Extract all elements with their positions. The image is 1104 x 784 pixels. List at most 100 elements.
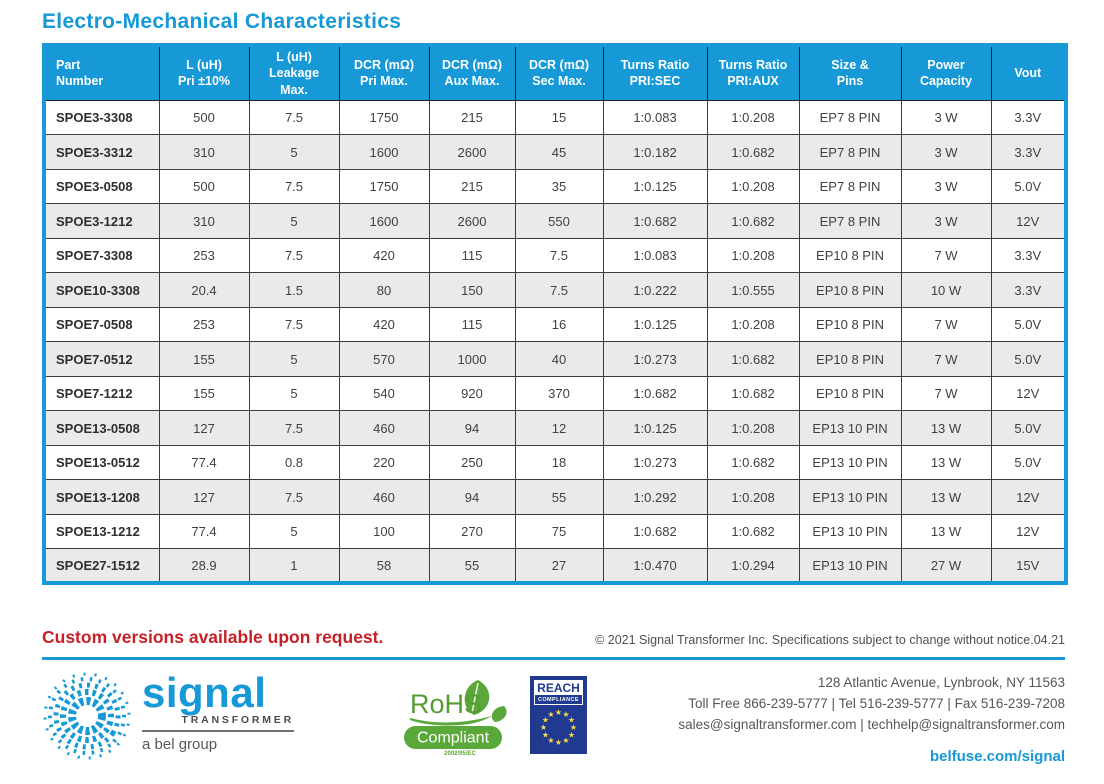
- value-cell: 20.4: [158, 272, 250, 308]
- note-row: Custom versions available upon request. …: [42, 627, 1065, 648]
- part-number-cell: SPOE13-1208: [43, 479, 160, 515]
- value-cell: 115: [428, 306, 516, 343]
- value-cell: EP13 10 PIN: [798, 410, 902, 446]
- value-cell: 1:0.682: [706, 134, 800, 170]
- value-cell: 12: [514, 410, 604, 446]
- compliance-badges: RoHS Compliant 2002/95/EC REACH COMPLIAN…: [400, 676, 587, 756]
- svg-text:RoHS: RoHS: [410, 689, 482, 719]
- value-cell: EP13 10 PIN: [798, 548, 902, 584]
- table-row: SPOE27-1512 28.9 1 58 55 27 1:0.470 1:0.294 EP13…: [43, 548, 1067, 584]
- value-cell: 5.0V: [990, 341, 1067, 377]
- part-number-cell: SPOE7-0508: [43, 306, 160, 343]
- value-cell: 250: [428, 444, 516, 481]
- value-cell: 1:0.222: [602, 272, 708, 308]
- value-cell: 15: [514, 99, 604, 136]
- value-cell: 94: [428, 479, 516, 515]
- value-cell: 127: [158, 410, 250, 446]
- value-cell: 1750: [338, 168, 430, 205]
- value-cell: EP7 8 PIN: [798, 168, 902, 205]
- value-cell: 3 W: [900, 99, 992, 136]
- table-row: SPOE7-0508 253 7.5 420 115 16 1:0.125 1:0.208 EP…: [43, 306, 1067, 343]
- value-cell: 5.0V: [990, 444, 1067, 481]
- page-title: Electro-Mechanical Characteristics: [42, 10, 402, 33]
- column-header: L (uH) Leakage Max.: [248, 44, 340, 101]
- value-cell: 500: [158, 99, 250, 136]
- value-cell: EP10 8 PIN: [798, 272, 902, 308]
- value-cell: 1000: [428, 341, 516, 377]
- value-cell: EP10 8 PIN: [798, 237, 902, 274]
- value-cell: 5.0V: [990, 410, 1067, 446]
- value-cell: EP10 8 PIN: [798, 375, 902, 412]
- table-row: SPOE3-3312 310 5 1600 2600 45 1:0.182 1:0.682 EP…: [43, 134, 1067, 170]
- value-cell: 5: [248, 341, 340, 377]
- value-cell: 7.5: [514, 272, 604, 308]
- footer-divider: [42, 657, 1065, 661]
- value-cell: 7.5: [248, 99, 340, 136]
- signal-logo-mark-icon: [43, 672, 131, 760]
- value-cell: 7.5: [514, 237, 604, 274]
- value-cell: 1:0.294: [706, 548, 800, 584]
- value-cell: EP10 8 PIN: [798, 306, 902, 343]
- website-link[interactable]: belfuse.com/signal: [929, 748, 1065, 766]
- logo-bel-group-text: a bel group: [142, 736, 218, 754]
- value-cell: 1:0.470: [602, 548, 708, 584]
- logo-text: signal TRANSFORMER a bel group: [142, 672, 294, 754]
- value-cell: 16: [514, 306, 604, 343]
- value-cell: EP7 8 PIN: [798, 99, 902, 136]
- value-cell: 270: [428, 513, 516, 550]
- reach-subtitle-text: COMPLIANCE: [538, 696, 579, 703]
- value-cell: 460: [338, 410, 430, 446]
- value-cell: 155: [158, 375, 250, 412]
- value-cell: 5: [248, 513, 340, 550]
- value-cell: 253: [158, 237, 250, 274]
- value-cell: 1:0.273: [602, 341, 708, 377]
- svg-text:★: ★: [547, 736, 554, 745]
- value-cell: 1:0.125: [602, 168, 708, 205]
- value-cell: 13 W: [900, 479, 992, 515]
- value-cell: 420: [338, 306, 430, 343]
- value-cell: 5: [248, 375, 340, 412]
- copyright-text: © 2021 Signal Transformer Inc. Specifica…: [595, 633, 1065, 648]
- part-number-cell: SPOE13-0512: [43, 444, 160, 481]
- value-cell: 3.3V: [990, 237, 1067, 274]
- column-header: L (uH) Pri ±10%: [158, 44, 250, 101]
- value-cell: 3 W: [900, 134, 992, 170]
- value-cell: 12V: [990, 479, 1067, 515]
- value-cell: EP7 8 PIN: [798, 203, 902, 239]
- value-cell: 3 W: [900, 203, 992, 239]
- contact-address: 128 Atlantic Avenue, Lynbrook, NY 11563: [817, 675, 1065, 691]
- value-cell: 100: [338, 513, 430, 550]
- svg-text:★: ★: [562, 736, 569, 745]
- value-cell: 150: [428, 272, 516, 308]
- reach-compliance-badge: REACH COMPLIANCE ★ ★ ★ ★ ★ ★ ★ ★ ★ ★: [530, 676, 587, 755]
- contact-phones: Toll Free 866-239-5777 | Tel 516-239-577…: [688, 696, 1065, 712]
- column-header: Turns Ratio PRI:SEC: [602, 44, 708, 101]
- svg-text:★: ★: [568, 731, 575, 740]
- value-cell: EP13 10 PIN: [798, 444, 902, 481]
- table-header-row: Part Number L (uH) Pri ±10% L (uH) Leakage…: [43, 44, 1067, 101]
- value-cell: 1:0.682: [602, 513, 708, 550]
- value-cell: 115: [428, 237, 516, 274]
- value-cell: 27: [514, 548, 604, 584]
- contact-emails: sales@signaltransformer.com | techhelp@s…: [678, 717, 1065, 733]
- table-row: SPOE7-3308 253 7.5 420 115 7.5 1:0.083 1:0.208 E…: [43, 237, 1067, 274]
- value-cell: 1:0.208: [706, 479, 800, 515]
- value-cell: 80: [338, 272, 430, 308]
- table-row: SPOE13-1208 127 7.5 460 94 55 1:0.292 1:0.208 EP…: [43, 479, 1067, 515]
- value-cell: 7 W: [900, 375, 992, 412]
- value-cell: 2600: [428, 134, 516, 170]
- value-cell: 94: [428, 410, 516, 446]
- value-cell: 45: [514, 134, 604, 170]
- column-header: DCR (mΩ) Aux Max.: [428, 44, 516, 101]
- value-cell: 13 W: [900, 410, 992, 446]
- value-cell: 55: [514, 479, 604, 515]
- reach-badge-header: REACH COMPLIANCE: [534, 680, 583, 706]
- value-cell: 7.5: [248, 168, 340, 205]
- value-cell: 1:0.208: [706, 168, 800, 205]
- column-header: Power Capacity: [900, 44, 992, 101]
- svg-text:★: ★: [562, 710, 569, 719]
- value-cell: 215: [428, 99, 516, 136]
- custom-versions-note: Custom versions available upon request.: [42, 627, 384, 648]
- part-number-cell: SPOE7-3308: [43, 237, 160, 274]
- value-cell: 1:0.682: [706, 341, 800, 377]
